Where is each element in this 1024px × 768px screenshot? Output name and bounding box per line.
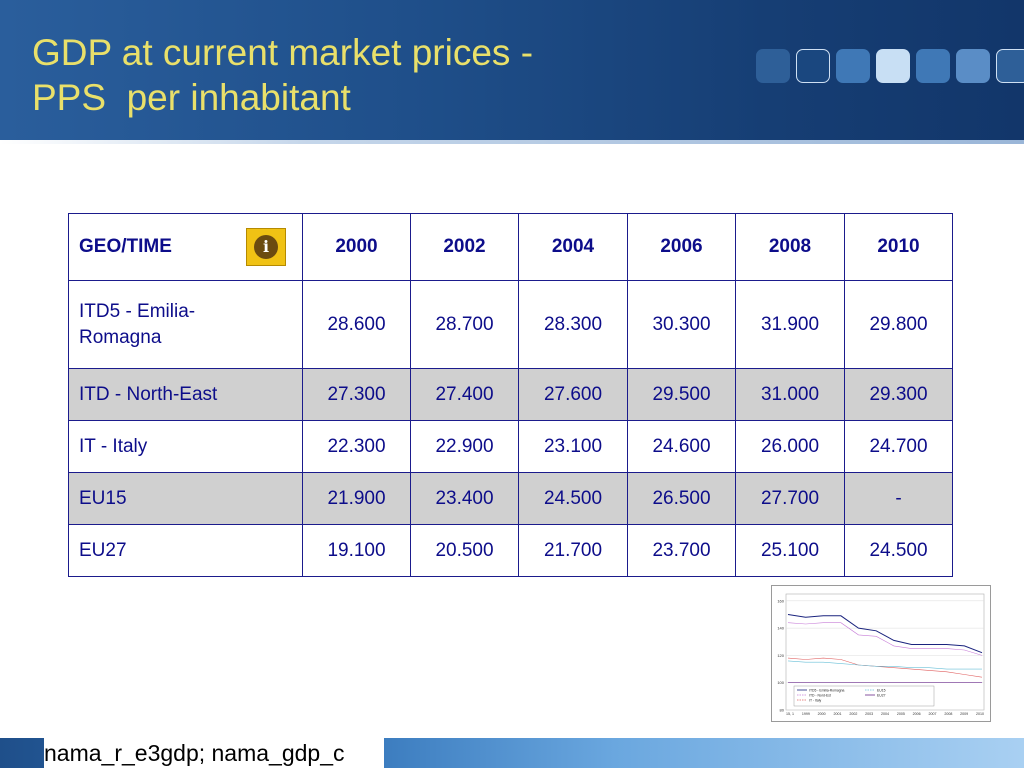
legend-label: EU27 — [877, 693, 886, 697]
x-tick-label: 2005 — [897, 712, 905, 716]
header-label-geo: GEO/TIME — [79, 236, 172, 257]
source-codes: nama_r_e3gdp; nama_gdp_c — [44, 738, 384, 768]
table-cell: 27.600 — [518, 368, 628, 421]
table-cell: 29.800 — [844, 280, 953, 369]
y-tick-label: 120 — [777, 653, 784, 658]
header-divider — [0, 140, 1024, 144]
table-cell: 30.300 — [627, 280, 736, 369]
x-tick-label: 2002 — [849, 712, 857, 716]
y-tick-label: 100 — [777, 680, 784, 685]
table-cell: 31.900 — [735, 280, 845, 369]
legend-label: EU15 — [877, 688, 886, 692]
legend-label: ITD5 - Emilia-Romagna — [809, 688, 845, 692]
row-label: ITD - North-East — [68, 368, 303, 421]
decor-square — [916, 49, 950, 83]
header-cell-year: 2006 — [627, 213, 736, 281]
series-line — [787, 614, 983, 654]
table-row: ITD - North-East 27.300 27.400 27.600 29… — [68, 368, 953, 421]
table-cell: 22.300 — [302, 420, 411, 473]
row-label: ITD5 - Emilia-Romagna — [68, 280, 303, 369]
table-row: ITD5 - Emilia-Romagna 28.600 28.700 28.3… — [68, 280, 953, 369]
x-tick-label: 2007 — [929, 712, 937, 716]
header-cell-year: 2008 — [735, 213, 845, 281]
table-cell: 28.300 — [518, 280, 628, 369]
decor-square — [836, 49, 870, 83]
table-cell: 21.900 — [302, 472, 411, 525]
table-row: IT - Italy 22.300 22.900 23.100 24.600 2… — [68, 420, 953, 473]
title-line-1: GDP at current market prices - — [32, 32, 534, 73]
table-cell: 26.500 — [627, 472, 736, 525]
header-cell-year: 2000 — [302, 213, 411, 281]
table-cell: 27.400 — [410, 368, 519, 421]
table-row: EU27 19.100 20.500 21.700 23.700 25.100 … — [68, 524, 953, 577]
series-line — [787, 657, 983, 678]
row-label: EU27 — [68, 524, 303, 577]
table-cell: 31.000 — [735, 368, 845, 421]
decor-square — [756, 49, 790, 83]
table-header-row: GEO/TIME i 2000 2002 2004 2006 2008 2010 — [68, 213, 953, 281]
table-cell: 22.900 — [410, 420, 519, 473]
title-line-2: PPS per inhabitant — [32, 77, 351, 118]
x-tick-label: 1999 — [802, 712, 810, 716]
row-label: EU15 — [68, 472, 303, 525]
table-cell: 21.700 — [518, 524, 628, 577]
x-tick-label: 2003 — [865, 712, 873, 716]
table-cell: 24.700 — [844, 420, 953, 473]
x-tick-label: 2000 — [818, 712, 826, 716]
table-cell: 23.100 — [518, 420, 628, 473]
x-tick-label: 2008 — [944, 712, 952, 716]
table-cell: 26.000 — [735, 420, 845, 473]
header-cell-geo: GEO/TIME i — [68, 213, 303, 281]
header-cell-year: 2010 — [844, 213, 953, 281]
table-cell: 24.500 — [844, 524, 953, 577]
series-line — [787, 622, 983, 656]
series-line — [787, 660, 982, 670]
table-cell: - — [844, 472, 953, 525]
x-tick-label: 15, 1 — [786, 712, 794, 716]
gdp-table: GEO/TIME i 2000 2002 2004 2006 2008 2010… — [68, 213, 953, 577]
row-label: IT - Italy — [68, 420, 303, 473]
table-cell: 19.100 — [302, 524, 411, 577]
info-icon[interactable]: i — [246, 228, 286, 266]
header-cell-year: 2002 — [410, 213, 519, 281]
legend-box — [793, 685, 935, 707]
table-cell: 28.700 — [410, 280, 519, 369]
decor-square — [956, 49, 990, 83]
table-cell: 23.700 — [627, 524, 736, 577]
y-tick-label: 80 — [780, 708, 785, 713]
y-tick-label: 140 — [777, 626, 784, 631]
x-tick-label: 2006 — [913, 712, 921, 716]
table-cell: 29.300 — [844, 368, 953, 421]
x-tick-label: 2001 — [834, 712, 842, 716]
header-cell-year: 2004 — [518, 213, 628, 281]
table-cell: 24.500 — [518, 472, 628, 525]
table-cell: 27.300 — [302, 368, 411, 421]
table-cell: 25.100 — [735, 524, 845, 577]
table-row: EU15 21.900 23.400 24.500 26.500 27.700 … — [68, 472, 953, 525]
legend-label: IT - Italy — [809, 698, 821, 702]
table-cell: 28.600 — [302, 280, 411, 369]
table-cell: 27.700 — [735, 472, 845, 525]
table-cell: 20.500 — [410, 524, 519, 577]
y-tick-label: 160 — [777, 598, 784, 603]
table-cell: 23.400 — [410, 472, 519, 525]
decor-square — [876, 49, 910, 83]
chart-thumbnail[interactable]: 160 140 120 100 80 15, 1 1999 2000 2001 2002 2003 2… — [771, 585, 991, 722]
x-tick-label: 2010 — [976, 712, 984, 716]
decor-square — [796, 49, 830, 83]
x-tick-label: 2009 — [960, 712, 968, 716]
table-cell: 29.500 — [627, 368, 736, 421]
x-tick-label: 2004 — [881, 712, 889, 716]
legend-label: ITD - Nord-Est — [809, 693, 831, 697]
table-cell: 24.600 — [627, 420, 736, 473]
decor-square — [996, 49, 1024, 83]
slide-title: GDP at current market prices - PPS per i… — [32, 30, 533, 120]
